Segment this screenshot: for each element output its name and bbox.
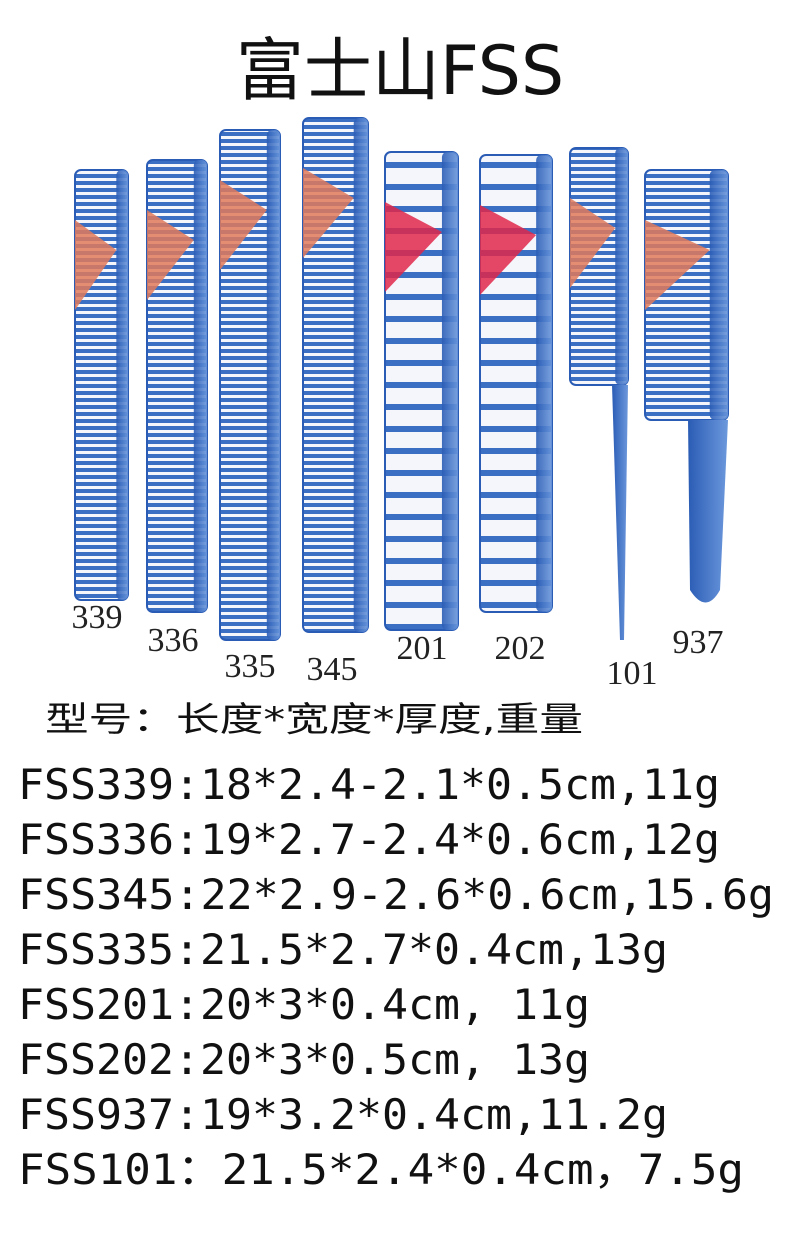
comb-shape xyxy=(645,220,710,310)
spec-line: FSS335:21.5*2.7*0.4cm,13g xyxy=(18,925,668,974)
comb-label: 339 xyxy=(72,599,123,636)
comb-shape xyxy=(441,152,458,630)
spec-line: FSS201:20*3*0.4cm, 11g xyxy=(18,980,590,1029)
comb-shape xyxy=(615,148,628,385)
comb-shape xyxy=(266,130,280,640)
comb-shape xyxy=(303,168,354,258)
comb-shape xyxy=(536,155,552,612)
comb-shape xyxy=(570,198,616,288)
comb-label: 201 xyxy=(397,630,448,667)
comb-label: 345 xyxy=(307,651,358,688)
comb-shape xyxy=(116,170,128,600)
comb-images xyxy=(74,117,729,641)
comb-label: 336 xyxy=(148,622,199,659)
comb-label: 335 xyxy=(225,648,276,685)
comb-shape xyxy=(612,385,628,640)
title: 富士山FSS xyxy=(236,32,564,111)
spec-header: 型号：长度*宽度*厚度,重量 xyxy=(45,700,583,740)
comb-shape xyxy=(480,205,537,295)
comb-label: 202 xyxy=(495,630,546,667)
spec-line: FSS101：21.5*2.4*0.4cm，7.5g xyxy=(18,1145,744,1194)
comb-shape xyxy=(688,420,728,603)
comb-shape xyxy=(385,202,442,292)
comb-shape xyxy=(220,180,267,270)
comb-shape xyxy=(147,210,194,300)
spec-line: FSS339:18*2.4-2.1*0.5cm,11g xyxy=(18,760,720,809)
comb-label: 101 xyxy=(607,655,658,692)
spec-line: FSS336:19*2.7-2.4*0.6cm,12g xyxy=(18,815,720,864)
comb-shape xyxy=(709,170,728,420)
comb-shape xyxy=(193,160,207,612)
spec-line: FSS202:20*3*0.5cm, 13g xyxy=(18,1035,590,1084)
spec-line: FSS937:19*3.2*0.4cm,11.2g xyxy=(18,1090,668,1139)
comb-shape xyxy=(75,220,117,310)
spec-line: FSS345:22*2.9-2.6*0.6cm,15.6g xyxy=(18,870,774,919)
comb-shape xyxy=(353,118,368,632)
comb-label: 937 xyxy=(673,624,724,661)
